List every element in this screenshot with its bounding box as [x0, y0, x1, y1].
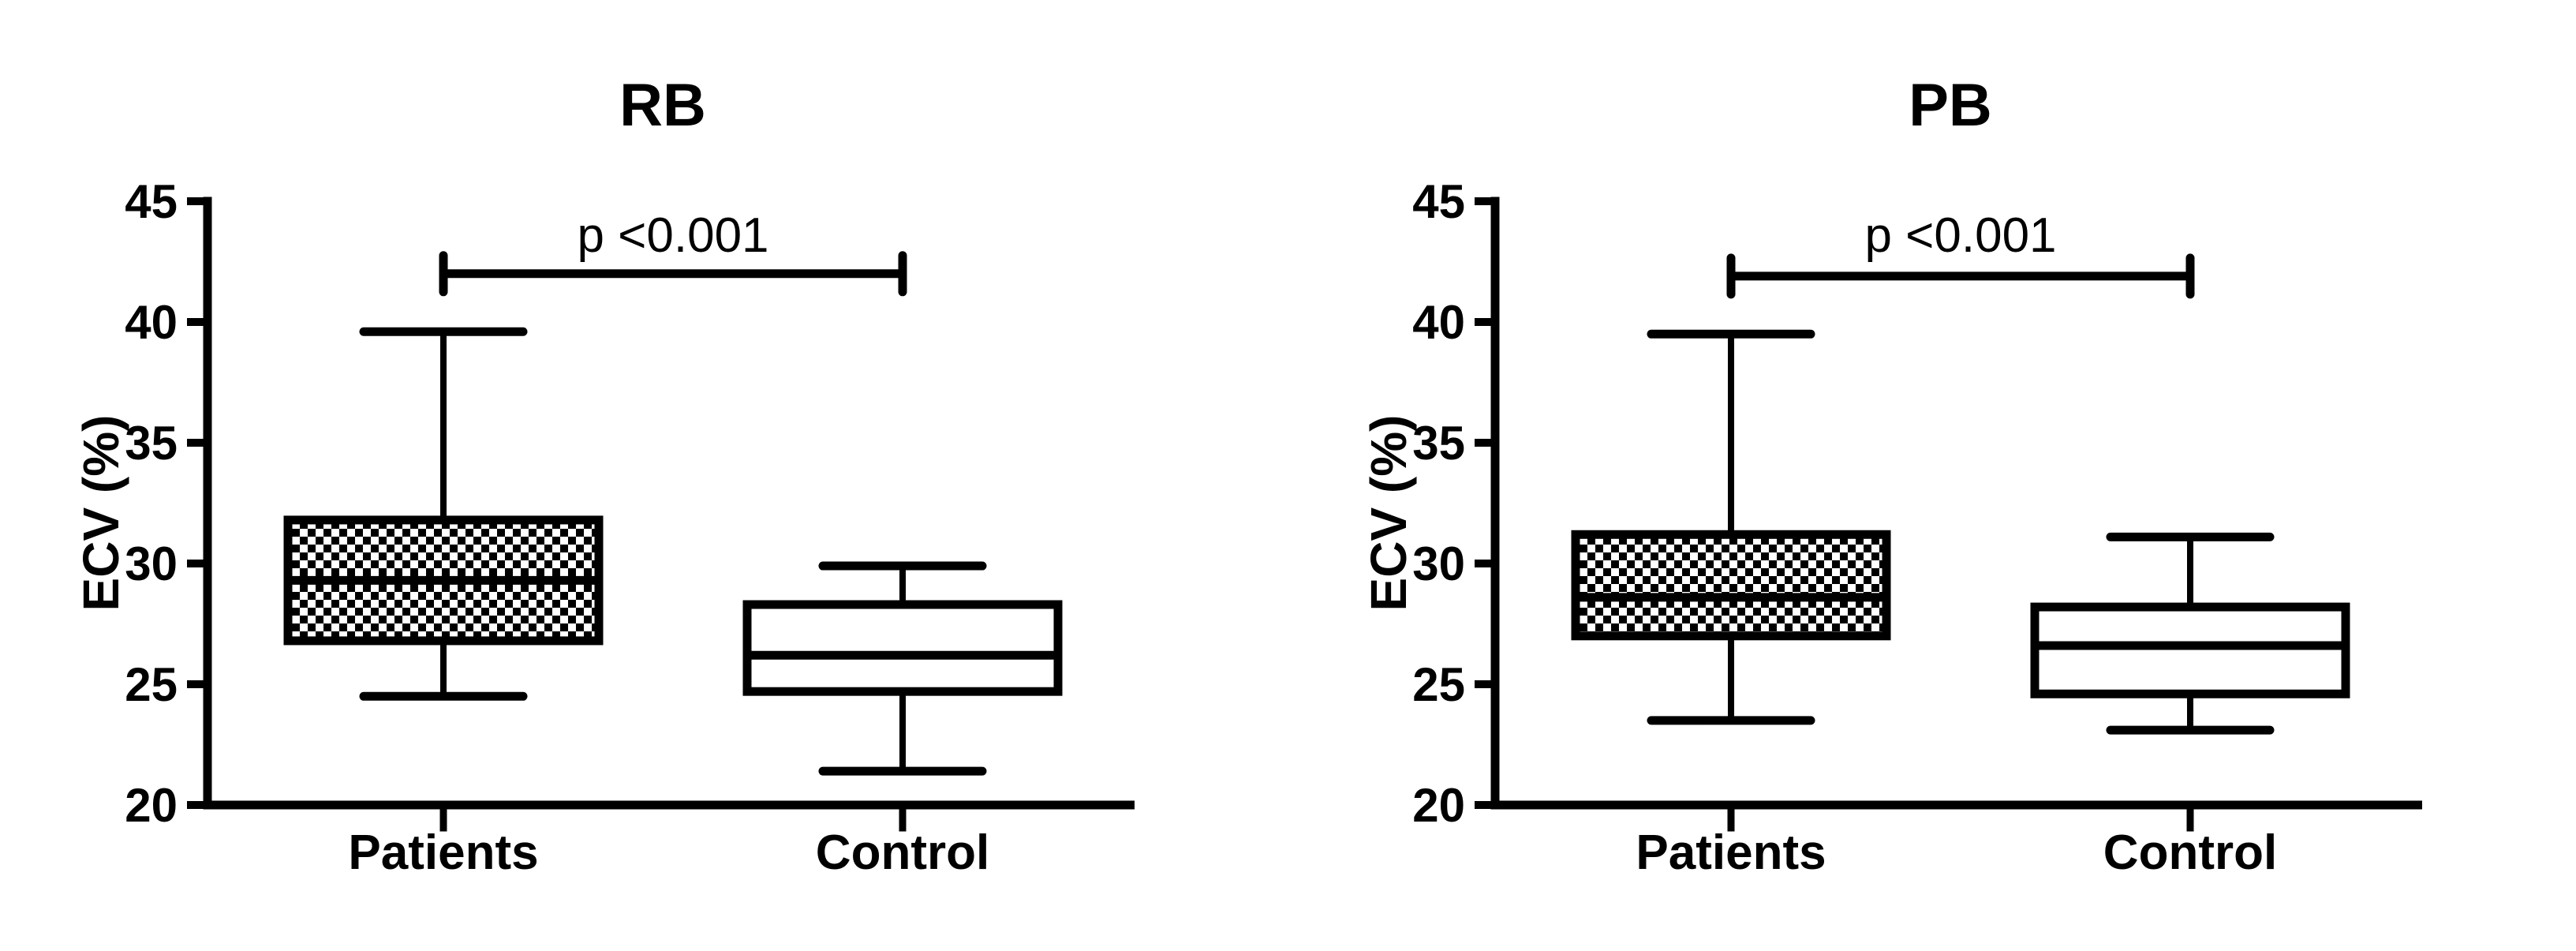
- pb-category-label-patients: Patients: [1636, 826, 1826, 880]
- y-tick-label: 30: [125, 537, 178, 590]
- y-tick-label: 45: [1412, 175, 1465, 228]
- pb-p-value-label: p <0.001: [1864, 208, 2057, 263]
- pb-y-axis-label: ECV (%): [1360, 414, 1417, 612]
- box-group-control: [2030, 532, 2350, 832]
- y-tick-label: 40: [1412, 296, 1465, 349]
- y-tick-label: 35: [1412, 417, 1465, 470]
- y-tick-label: 20: [125, 779, 178, 832]
- y-tick-label: 45: [125, 175, 178, 228]
- pb-boxplot-canvas: 45 40 35 30 25 20: [1412, 175, 2422, 832]
- rb-y-axis-label: ECV (%): [73, 414, 129, 612]
- y-tick-label: 35: [125, 417, 178, 470]
- box-rect: [2030, 602, 2350, 698]
- box-rect: [1571, 530, 1891, 641]
- pb-panel-title: PB: [1909, 72, 1992, 139]
- box-group-control: [742, 561, 1063, 832]
- rb-panel-title: RB: [619, 72, 706, 139]
- rb-panel: 45 40 35 30 25 20 RB p <0.001 ECV (%) Patient…: [73, 72, 1135, 880]
- y-tick-label: 40: [125, 296, 178, 349]
- box-group-patients: [1571, 329, 1891, 832]
- box-group-patients: [283, 327, 604, 832]
- rb-p-value-label: p <0.001: [577, 208, 769, 263]
- pb-category-label-control: Control: [2103, 826, 2278, 880]
- y-tick-label: 30: [1412, 537, 1465, 590]
- y-tick-label: 25: [125, 658, 178, 711]
- pb-panel: 45 40 35 30 25 20 PB p <0.001 ECV (%) Patient…: [1288, 0, 2575, 951]
- rb-category-label-patients: Patients: [348, 826, 539, 880]
- significance-bracket: [1726, 253, 2195, 299]
- rb-category-label-control: Control: [815, 826, 990, 880]
- y-tick-label: 20: [1412, 779, 1465, 832]
- box-rect: [742, 600, 1063, 696]
- y-tick-label: 25: [1412, 658, 1465, 711]
- rb-boxplot-canvas: 45 40 35 30 25 20: [125, 175, 1135, 832]
- significance-bracket: [439, 251, 907, 297]
